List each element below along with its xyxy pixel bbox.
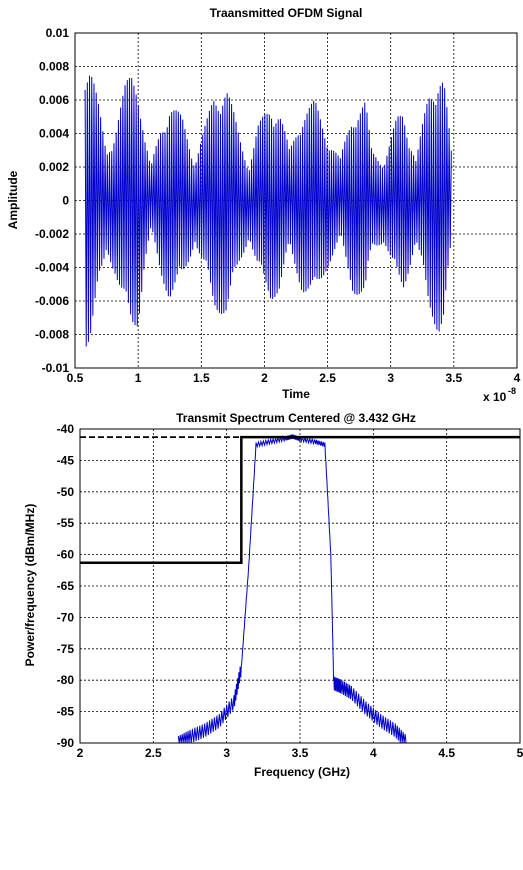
chart2-series-mask — [80, 435, 520, 565]
chart2-grid — [80, 429, 520, 743]
chart2-x-ticks: 2 2.5 3 3.5 4 4.5 5 — [77, 746, 523, 760]
chart1-series-signal — [84, 75, 452, 347]
chart1-x-tick-label: 3 — [387, 371, 394, 385]
chart2-x-tick-label: 5 — [517, 746, 523, 760]
chart2-plot — [80, 434, 520, 744]
chart1-plot — [84, 75, 452, 347]
chart2-x-tick-label: 2.5 — [145, 746, 162, 760]
chart1-x-label: Time — [282, 387, 310, 401]
chart2-y-tick-label: -55 — [57, 516, 75, 530]
chart1-frame — [74, 32, 518, 369]
chart1-y-tick-label: 0.008 — [39, 60, 69, 74]
chart2-x-tick-label: 3 — [223, 746, 230, 760]
chart2-x-label: Frequency (GHz) — [254, 765, 350, 779]
chart2-y-ticks: -40 -45 -50 -55 -60 -65 -70 -75 -80 -85 -90 — [57, 422, 75, 750]
chart1-x-exponent: x 10 — [483, 390, 507, 404]
chart2-y-tick-label: -85 — [57, 705, 75, 719]
chart2-title: Transmit Spectrum Centered @ 3.432 GHz — [176, 411, 416, 425]
chart2-x-tick-label: 4 — [370, 746, 377, 760]
chart1-x-tick-label: 4 — [514, 371, 521, 385]
chart1-x-tick-label: 2 — [261, 371, 268, 385]
chart1-title: Traansmitted OFDM Signal — [210, 6, 363, 20]
chart1-x-exponent-power: -8 — [508, 386, 516, 396]
chart2-y-tick-label: -70 — [57, 610, 75, 624]
chart2-y-tick-label: -60 — [57, 548, 75, 562]
chart2-y-tick-label: -65 — [57, 579, 75, 593]
chart2-y-tick-label: -40 — [57, 422, 75, 436]
chart1-x-tick-label: 3.5 — [446, 371, 463, 385]
chart1-y-ticks: 0.01 0.008 0.006 0.004 0.002 0 -0.002 -0.004 -0.… — [35, 26, 69, 375]
chart2-x-tick-label: 3.5 — [292, 746, 309, 760]
chart2-x-tick-label: 4.5 — [438, 746, 455, 760]
chart2-series-spectrum — [177, 434, 408, 744]
chart2-y-tick-label: -50 — [57, 485, 75, 499]
chart2-y-tick-label: -90 — [57, 736, 75, 750]
chart1-x-tick-label: 2.5 — [319, 371, 336, 385]
chart1-y-tick-label: 0.006 — [39, 93, 69, 107]
chart2-y-tick-label: -80 — [57, 673, 75, 687]
chart1-x-ticks: 0.5 1 1.5 2 2.5 3 3.5 4 — [67, 371, 521, 385]
chart1-y-tick-label: -0.008 — [35, 328, 69, 342]
chart2-x-tick-label: 2 — [77, 746, 84, 760]
chart1-y-tick-label: -0.002 — [35, 227, 69, 241]
chart1-y-tick-label: -0.004 — [35, 261, 69, 275]
chart2-y-tick-label: -75 — [57, 642, 75, 656]
chart1-y-tick-label: 0.004 — [39, 127, 69, 141]
chart1-y-tick-label: 0.01 — [46, 26, 70, 40]
chart1-x-tick-label: 1 — [135, 371, 142, 385]
chart1-x-tick-label: 1.5 — [193, 371, 210, 385]
chart2-frame — [79, 428, 521, 744]
chart1-x-tick-label: 0.5 — [67, 371, 84, 385]
chart1-y-label: Amplitude — [6, 170, 20, 229]
chart2-y-label: Power/frequency (dBm/MHz) — [23, 504, 37, 667]
chart2-y-tick-label: -45 — [57, 453, 75, 467]
chart1-y-tick-label: 0 — [62, 194, 69, 208]
chart1-y-tick-label: -0.01 — [42, 361, 70, 375]
chart1-y-tick-label: 0.002 — [39, 160, 69, 174]
chart1-y-tick-label: -0.006 — [35, 294, 69, 308]
